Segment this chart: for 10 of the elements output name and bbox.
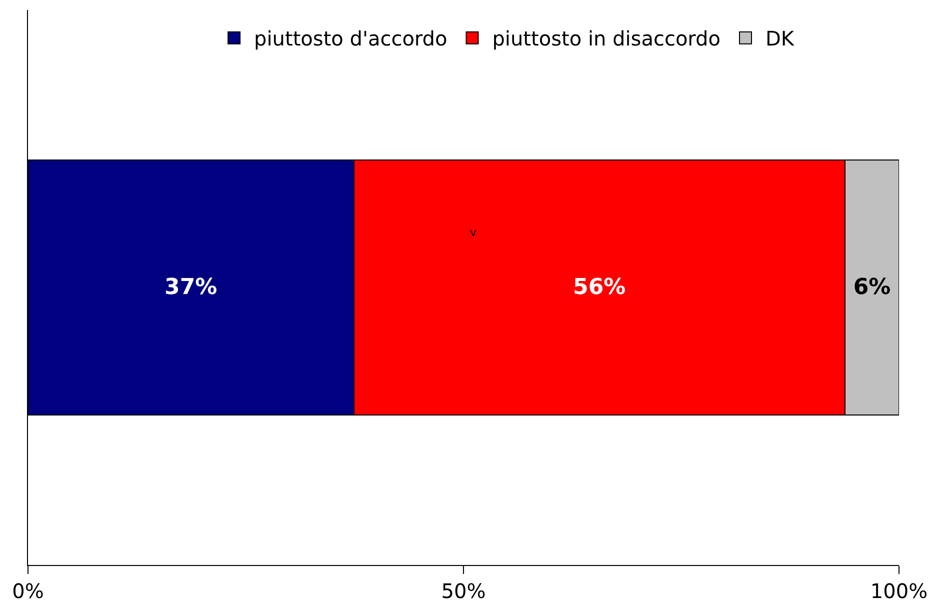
legend-label: piuttosto d'accordo: [254, 26, 448, 51]
x-tick-label: 50%: [441, 579, 486, 603]
annotation: v: [470, 226, 477, 239]
x-tick-label: 0%: [12, 579, 44, 603]
x-tick-label: 100%: [870, 579, 928, 603]
data-label: 6%: [853, 275, 891, 300]
legend-label: piuttosto in disaccordo: [492, 26, 721, 51]
data-label: 56%: [573, 275, 626, 300]
legend-label: DK: [766, 26, 795, 51]
data-label: 37%: [164, 275, 218, 300]
